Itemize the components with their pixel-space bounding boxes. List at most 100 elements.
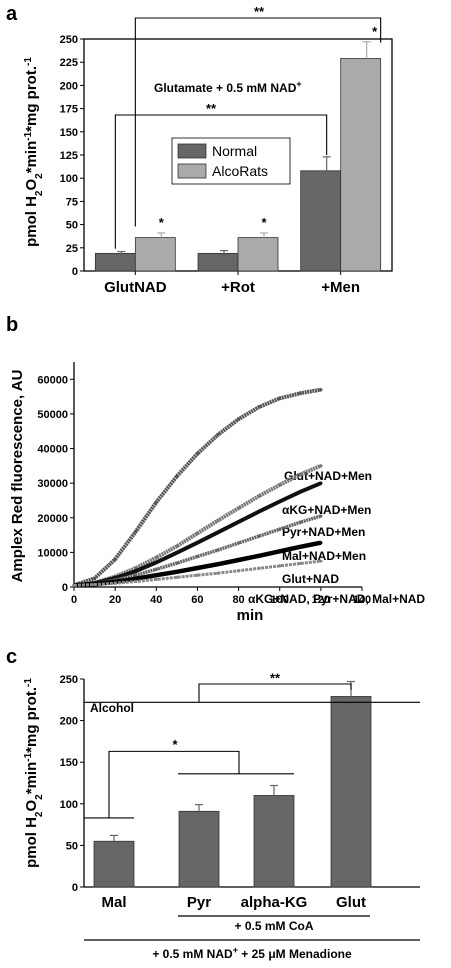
panel-a: a pmol H2O2*min-1*mg prot.-1 0 25 50 75 100 1… (6, 3, 393, 296)
panel-a-ytick-label: 0 (72, 266, 78, 278)
panel-b-data-point (216, 571, 220, 575)
panel-c-bar (330, 696, 372, 888)
panel-c-y-axis-label: pmol H2O2*min-1*mg prot.-1 (23, 678, 45, 868)
panel-b-data-point (298, 391, 302, 395)
panel-c-bracket-double (198, 683, 352, 703)
panel-b-data-point (216, 518, 220, 523)
panel-a-ytick-label: 75 (66, 196, 78, 208)
footer-coa-label: + 0.5 mM CoA (234, 919, 313, 933)
panel-c-bracket-single-label: * (172, 737, 178, 752)
panel-a-legend-swatch (177, 163, 207, 179)
panel-c-bar (253, 795, 295, 888)
panel-b-data-point (319, 388, 323, 392)
panel-b-data-point (319, 514, 323, 518)
panel-b-data-point (278, 499, 282, 504)
panel-b-data-point (175, 575, 179, 579)
panel-b-x-axis-label: min (237, 607, 264, 624)
panel-b-data-point (257, 405, 261, 409)
panel-b-data-point (278, 527, 282, 531)
panel-c-ytick-label: 0 (72, 882, 78, 894)
panel-b-data-point (154, 567, 158, 571)
panel-letter-b: b (6, 314, 18, 336)
panel-b-data-point (319, 541, 323, 545)
panel-c-bar (178, 810, 220, 888)
panel-c-ytick-label: 250 (60, 674, 78, 686)
panel-b-data-point (175, 474, 179, 478)
panel-b-data-point (175, 544, 179, 548)
panel-c-ytick-label: 100 (60, 799, 78, 811)
panel-b-data-point (154, 500, 158, 504)
panel-c-ytick-label: 50 (66, 840, 78, 852)
panel-a-ytick-label: 250 (60, 34, 78, 46)
panel-a-ytick-label: 100 (60, 173, 78, 185)
panel-a-bars: * ** (94, 24, 382, 272)
panel-a-y-axis-label: pmol H2O2*min-1*mg prot.-1 (23, 57, 45, 247)
panel-c-annotation: Alcohol (90, 701, 134, 715)
panel-a-legend-label: Normal (212, 143, 257, 159)
panel-b-ytick-label: 40000 (37, 444, 68, 456)
panel-a-ytick-label: 150 (60, 127, 78, 139)
panel-c-category-label: Pyr (187, 894, 211, 911)
panel-a-star: * (261, 215, 267, 230)
panel-b-data-point (278, 549, 282, 553)
panel-c-footer: + 0.5 mM CoA + 0.5 mM NAD+ + 25 μM Menad… (84, 915, 420, 961)
panel-b-data-point (175, 551, 179, 555)
panel-a-legend-swatch (177, 143, 207, 159)
panel-a-ytick-label: 200 (60, 80, 78, 92)
panel-a-annotation: Glutamate + 0.5 mM NAD+ (154, 79, 302, 95)
panel-a-ytick-label: 225 (60, 57, 78, 69)
panel-c-bracket-double-label: ** (270, 670, 281, 685)
panel-a-bracket-top (134, 17, 382, 227)
panel-b-data-point (236, 558, 241, 562)
panel-b-data-point (134, 573, 138, 577)
panel-a-bar (94, 252, 136, 272)
panel-b-data-point (195, 573, 200, 577)
panel-c-category-label: Mal (101, 894, 126, 911)
panel-b-y-axis-label: Amplex Red fluorescence, AU (9, 370, 26, 583)
panel-b-data-point (236, 520, 241, 524)
panel-b-ytick-label: 20000 (37, 513, 68, 525)
panel-a-brackets: **** (114, 4, 382, 249)
panel-b-data-point (134, 577, 138, 581)
panel-b-ytick-label: 30000 (37, 478, 68, 490)
panel-b-series-label: Mal+NAD+Men (282, 549, 366, 563)
panel-a-ytick-label: 175 (60, 104, 78, 116)
panel-b-series-label: αKG+NAD+Men (282, 503, 371, 517)
panel-b-data-point (298, 545, 302, 549)
panel-b-data-point (216, 548, 220, 552)
panel-b-data-point (257, 566, 261, 570)
panel-b-data-point (319, 559, 323, 563)
panel-b-data-point (92, 576, 97, 580)
panel-a-ytick-label: 25 (66, 243, 78, 255)
panel-b-xtick-label: 120 (312, 594, 330, 606)
panel-b-ytick-label: 50000 (37, 409, 68, 421)
panel-b-data-point (195, 541, 200, 545)
panel-b-xtick-label: 80 (232, 594, 244, 606)
panel-a-bar (340, 58, 382, 272)
panel-b-data-point (298, 561, 302, 566)
panel-b-axes: 0 10000 20000 30000 40000 50000 60000 0 20 40 60 80… (37, 362, 371, 606)
panel-b-data-point (195, 531, 200, 535)
panel-b-data-point (134, 579, 138, 584)
panel-b-data-point (154, 573, 158, 577)
panel-a-star: * (372, 24, 378, 39)
panel-a-category-label: +Men (321, 279, 360, 296)
panel-a-bracket-top-label: ** (254, 4, 265, 19)
panel-b-series-label: Glut+NAD (282, 572, 339, 586)
panel-b-data-point (319, 464, 323, 468)
panel-b-xtick-label: 40 (150, 594, 162, 606)
panel-b-data-point (216, 530, 220, 534)
panel-a-legend: Normal AlcoRats (171, 137, 291, 185)
panel-a-ytick-label: 50 (66, 220, 78, 232)
panel-b-ytick-label: 0 (62, 582, 68, 594)
panel-a-category-label: GlutNAD (104, 279, 167, 296)
panel-b-xtick-label: 100 (271, 594, 289, 606)
panel-c-brackets: *** (84, 670, 420, 819)
panel-b-data-point (257, 554, 261, 558)
panel-b-ytick-label: 60000 (37, 374, 68, 386)
panel-b-data-point (92, 582, 97, 587)
panel-b-xtick-label: 0 (71, 594, 77, 606)
panel-b-data-point (113, 557, 117, 561)
panel-b-data-point (195, 554, 200, 559)
